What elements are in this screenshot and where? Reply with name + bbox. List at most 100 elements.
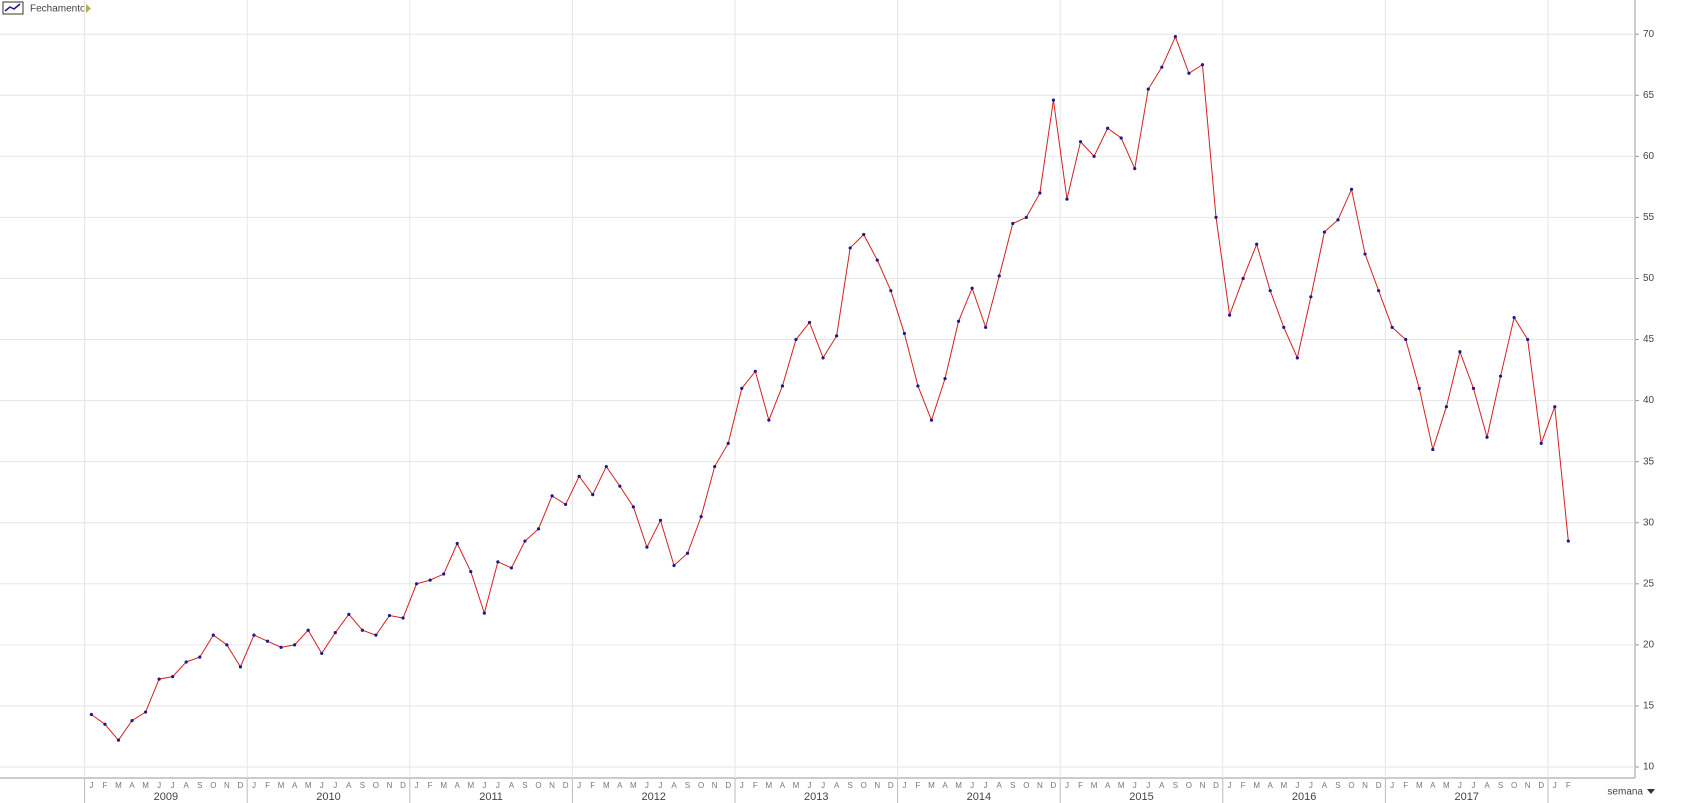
price-point xyxy=(1526,337,1530,342)
x-tick-label: J xyxy=(970,781,974,790)
price-point xyxy=(1200,63,1205,67)
x-tick-label: A xyxy=(617,781,623,790)
x-tick-label: A xyxy=(1159,781,1165,790)
price-point xyxy=(1349,187,1354,191)
price-point xyxy=(780,384,785,388)
price-point xyxy=(306,628,310,632)
x-tick-label: O xyxy=(1023,781,1029,790)
price-point xyxy=(469,569,473,574)
price-point xyxy=(835,334,839,338)
price-point xyxy=(1390,325,1394,329)
x-tick-label: M xyxy=(928,781,935,790)
price-point xyxy=(320,651,324,656)
y-tick-label: 20 xyxy=(1643,640,1655,651)
price-point xyxy=(645,545,649,549)
x-tick-label: A xyxy=(1484,781,1490,790)
price-point xyxy=(1133,166,1137,171)
x-tick-label: S xyxy=(1173,781,1178,790)
price-point xyxy=(848,246,852,250)
x-tick-label: S xyxy=(360,781,365,790)
x-tick-label: M xyxy=(440,781,447,790)
price-point xyxy=(143,710,148,714)
y-tick-label: 35 xyxy=(1643,456,1655,467)
x-tick-label: A xyxy=(292,781,298,790)
price-point xyxy=(740,386,744,390)
x-tick-label: J xyxy=(808,781,812,790)
price-point xyxy=(1038,191,1042,195)
price-point xyxy=(442,572,446,576)
y-tick-label: 70 xyxy=(1643,29,1655,40)
price-point xyxy=(550,494,554,498)
x-tick-label: J xyxy=(1065,781,1069,790)
period-selector[interactable]: semana xyxy=(1607,787,1655,798)
price-point xyxy=(1404,337,1408,342)
y-tick-label: 50 xyxy=(1643,273,1655,284)
price-point xyxy=(509,566,514,570)
legend[interactable]: Fechamento xyxy=(2,1,91,15)
price-point xyxy=(604,464,608,469)
price-point xyxy=(1119,136,1123,140)
x-tick-label: J xyxy=(1228,781,1232,790)
x-tick-label: F xyxy=(590,781,595,790)
x-tick-label: F xyxy=(265,781,270,790)
x-tick-label: M xyxy=(278,781,285,790)
price-point xyxy=(1377,289,1381,293)
x-tick-label: A xyxy=(942,781,948,790)
price-point xyxy=(1214,215,1218,220)
x-tick-label: F xyxy=(428,781,433,790)
year-label: 2017 xyxy=(1454,791,1478,803)
x-tick-label: M xyxy=(1443,781,1450,790)
x-tick-label: M xyxy=(305,781,312,790)
x-tick-label: D xyxy=(1213,781,1219,790)
year-label: 2016 xyxy=(1292,791,1316,803)
x-tick-label: J xyxy=(482,781,486,790)
price-point xyxy=(943,377,947,381)
price-point xyxy=(875,258,879,262)
price-point xyxy=(198,655,202,659)
x-tick-label: D xyxy=(1538,781,1544,790)
x-tick-label: A xyxy=(455,781,461,790)
x-tick-label: A xyxy=(184,781,190,790)
x-tick-label: M xyxy=(1416,781,1423,790)
x-tick-label: A xyxy=(346,781,352,790)
x-tick-label: O xyxy=(210,781,216,790)
price-point xyxy=(984,325,988,329)
price-point xyxy=(577,474,581,478)
price-point xyxy=(1092,154,1096,158)
x-tick-label: J xyxy=(658,781,662,790)
x-tick-label: S xyxy=(522,781,527,790)
x-tick-label: O xyxy=(1348,781,1354,790)
y-tick-label: 65 xyxy=(1643,90,1655,101)
x-tick-label: M xyxy=(603,781,610,790)
price-point xyxy=(1160,65,1164,69)
x-tick-label: M xyxy=(766,781,773,790)
x-tick-label: D xyxy=(1051,781,1057,790)
x-tick-label: M xyxy=(1253,781,1260,790)
price-point xyxy=(238,665,243,669)
x-tick-label: O xyxy=(535,781,541,790)
y-tick-label: 10 xyxy=(1643,762,1655,773)
x-tick-label: O xyxy=(373,781,379,790)
x-tick-label: J xyxy=(415,781,419,790)
x-tick-label: A xyxy=(997,781,1003,790)
price-point xyxy=(103,722,107,726)
price-point xyxy=(916,384,920,388)
x-tick-label: A xyxy=(1105,781,1111,790)
period-label: semana xyxy=(1607,787,1643,798)
y-tick-label: 40 xyxy=(1643,395,1655,406)
y-tick-label: 25 xyxy=(1643,578,1655,589)
price-point xyxy=(211,633,215,637)
price-point xyxy=(591,493,595,497)
x-tick-label: O xyxy=(1186,781,1192,790)
price-point xyxy=(1458,350,1462,354)
x-tick-label: A xyxy=(129,781,135,790)
price-point xyxy=(1512,315,1516,320)
price-point xyxy=(1078,140,1083,144)
price-point xyxy=(685,551,690,555)
x-tick-label: N xyxy=(387,781,393,790)
price-point xyxy=(1227,313,1232,317)
x-tick-label: S xyxy=(1010,781,1015,790)
x-tick-label: M xyxy=(955,781,962,790)
x-tick-label: J xyxy=(157,781,161,790)
